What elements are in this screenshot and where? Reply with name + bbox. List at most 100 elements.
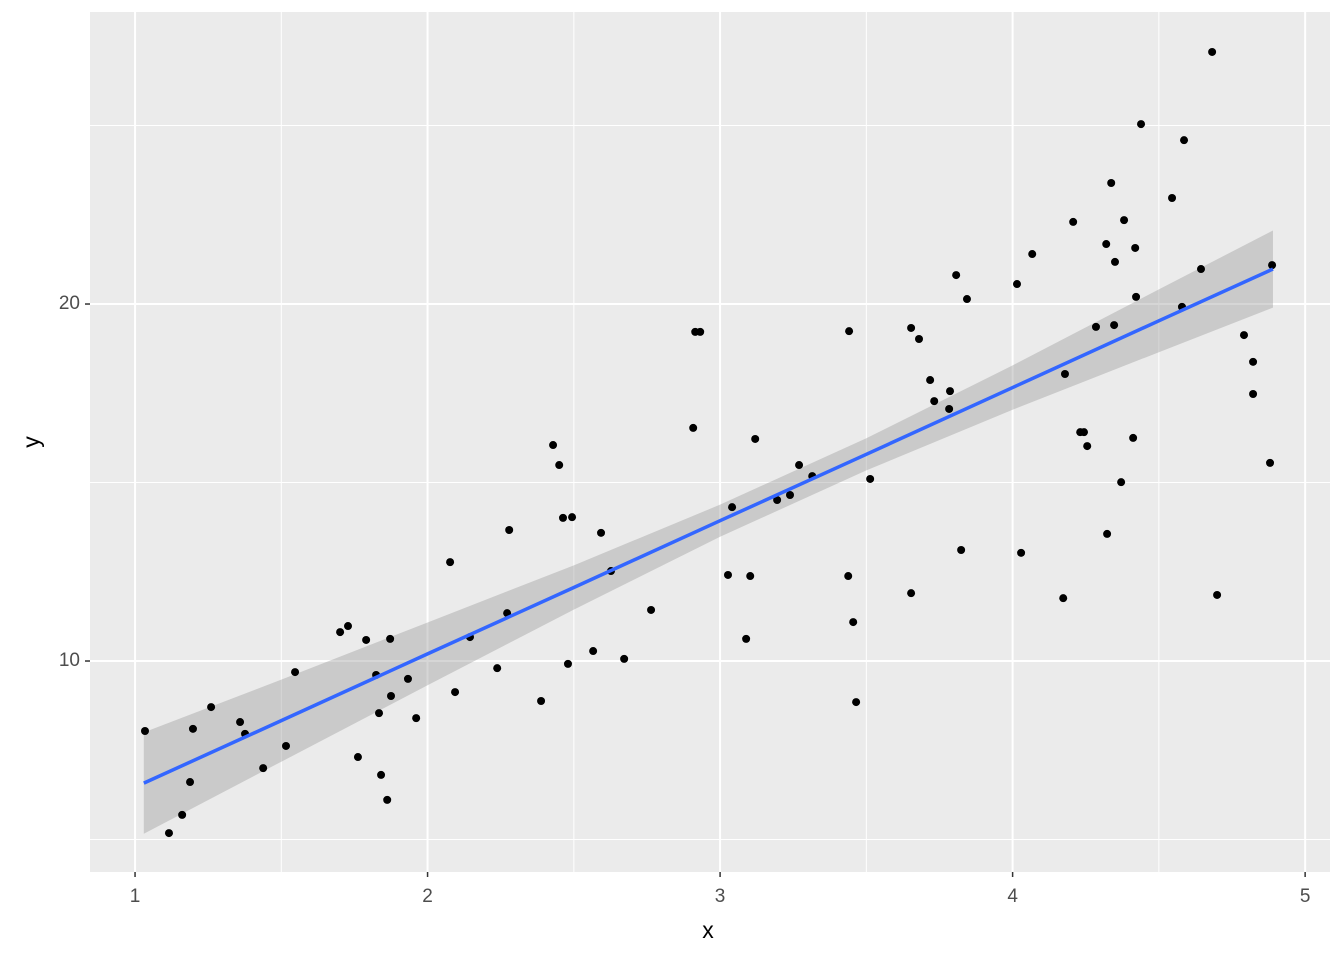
point xyxy=(1132,292,1141,301)
point xyxy=(375,709,384,718)
point xyxy=(377,770,386,779)
x-tick-label: 4 xyxy=(1007,886,1018,907)
point xyxy=(403,674,412,683)
point xyxy=(1208,47,1217,56)
point xyxy=(1129,433,1138,442)
point xyxy=(259,764,268,773)
point xyxy=(1196,265,1205,274)
point xyxy=(795,461,804,470)
y-tick-label: 20 xyxy=(59,293,80,314)
point xyxy=(344,622,353,631)
point xyxy=(140,726,149,735)
point xyxy=(1213,590,1222,599)
confidence-band xyxy=(143,230,1273,834)
point xyxy=(1013,280,1022,289)
point xyxy=(786,491,795,500)
point xyxy=(1028,250,1037,259)
x-axis-title: x xyxy=(702,917,714,943)
point xyxy=(773,496,782,505)
x-tick-label: 5 xyxy=(1300,886,1311,907)
point xyxy=(383,795,392,804)
point xyxy=(696,327,705,336)
point xyxy=(563,659,572,668)
point xyxy=(1120,216,1129,225)
point xyxy=(1083,442,1092,451)
point xyxy=(451,688,460,697)
point xyxy=(1239,331,1248,340)
point xyxy=(178,810,187,819)
point xyxy=(849,618,858,627)
point xyxy=(962,295,971,304)
fit-line xyxy=(143,267,1274,785)
point xyxy=(620,654,629,663)
point xyxy=(852,698,861,707)
point xyxy=(1180,136,1189,145)
point xyxy=(945,404,954,413)
point xyxy=(930,397,939,406)
point xyxy=(353,753,362,762)
point xyxy=(946,387,955,396)
point xyxy=(957,545,966,554)
point xyxy=(915,335,924,344)
point xyxy=(164,829,173,838)
x-tick-label: 1 xyxy=(130,886,141,907)
point xyxy=(1103,529,1112,538)
point xyxy=(1107,179,1116,188)
point xyxy=(446,558,455,567)
point xyxy=(537,696,546,705)
y-axis-title: y xyxy=(18,436,44,448)
point xyxy=(907,323,916,332)
point xyxy=(1091,322,1100,331)
point xyxy=(207,703,216,712)
point xyxy=(291,668,300,677)
point xyxy=(1117,478,1126,487)
point xyxy=(728,503,737,512)
point xyxy=(1137,120,1146,129)
point xyxy=(926,376,935,385)
point xyxy=(907,589,916,598)
point xyxy=(386,634,395,643)
point xyxy=(597,528,606,537)
point xyxy=(1017,548,1026,557)
point xyxy=(845,327,854,336)
point xyxy=(1168,193,1177,202)
point xyxy=(1079,428,1088,437)
point xyxy=(1110,321,1119,330)
point xyxy=(1102,240,1111,249)
point xyxy=(1069,217,1078,226)
point xyxy=(549,441,558,450)
point xyxy=(493,664,502,673)
point xyxy=(1131,243,1140,252)
point xyxy=(555,461,564,470)
point xyxy=(412,714,421,723)
point xyxy=(952,271,961,280)
point xyxy=(559,513,568,522)
point xyxy=(186,778,195,787)
point xyxy=(236,718,245,727)
point xyxy=(1249,389,1258,398)
panel xyxy=(90,12,1330,872)
point xyxy=(689,423,698,432)
point xyxy=(1060,369,1069,378)
point xyxy=(746,572,755,581)
point xyxy=(362,635,371,644)
point xyxy=(1268,261,1277,270)
y-tick-label: 10 xyxy=(59,650,80,671)
point xyxy=(188,724,197,733)
point xyxy=(281,741,290,750)
x-tick-label: 2 xyxy=(422,886,433,907)
point xyxy=(568,513,577,522)
point xyxy=(1110,257,1119,266)
point xyxy=(866,474,875,483)
point xyxy=(742,634,751,643)
point xyxy=(505,525,514,534)
point xyxy=(1266,458,1275,467)
point xyxy=(387,692,396,701)
point xyxy=(1059,594,1068,603)
point xyxy=(589,647,598,656)
point xyxy=(647,605,656,614)
point xyxy=(723,570,732,579)
point xyxy=(751,434,760,443)
point xyxy=(1249,357,1258,366)
